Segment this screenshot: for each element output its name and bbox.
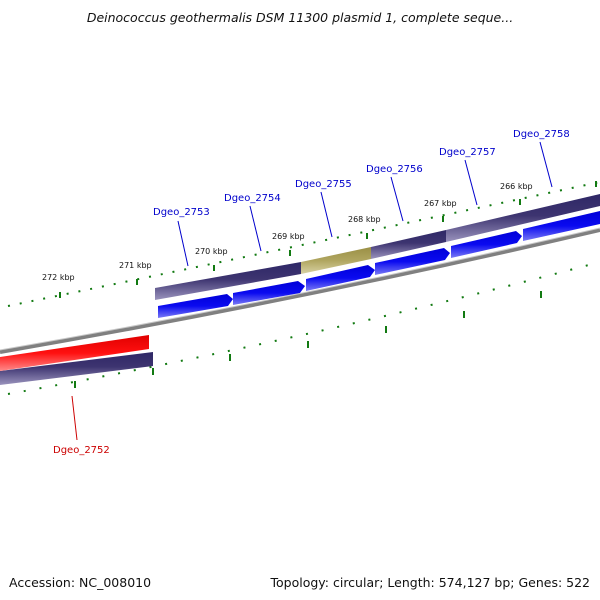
cds-arrow-2754[interactable]	[233, 281, 305, 305]
reverse-gene-track	[0, 335, 153, 385]
leader-line-2758	[539, 141, 553, 188]
ruler-label-271: 271 kbp	[119, 261, 152, 270]
ruler-labels: 272 kbp 271 kbp 270 kbp 269 kbp 268 kbp …	[42, 182, 533, 282]
forward-gene-track	[155, 194, 600, 300]
gene-labels: Dgeo_2752 Dgeo_2753 Dgeo_2754 Dgeo_2755 …	[53, 129, 570, 456]
gene-label-2755[interactable]: Dgeo_2755	[295, 179, 352, 190]
inner-tick-ring	[7, 261, 600, 395]
map-title: Deinococcus geothermalis DSM 11300 plasm…	[86, 10, 514, 25]
genome-backbone-highlight	[0, 227, 600, 351]
cds-arrow-2752[interactable]	[0, 335, 149, 371]
gene-label-2753[interactable]: Dgeo_2753	[153, 207, 210, 218]
leader-line-2755	[320, 191, 333, 238]
cds-arrow-2755[interactable]	[306, 265, 375, 291]
leader-line-2754	[249, 205, 262, 252]
gene-track-segment-2752[interactable]	[0, 352, 153, 385]
outer-major-ticks	[59, 181, 597, 298]
leader-line-2753	[177, 220, 189, 267]
gene-track-segment-2757[interactable]	[446, 194, 600, 242]
genome-summary-text: Topology: circular; Length: 574,127 bp; …	[270, 575, 591, 590]
cds-arrow-2753[interactable]	[158, 294, 233, 318]
gene-track-segment-2755[interactable]	[301, 247, 371, 274]
leader-line-2757	[464, 159, 478, 206]
inner-major-ticks	[74, 291, 542, 388]
gene-label-2756[interactable]: Dgeo_2756	[366, 164, 423, 175]
ruler-label-272: 272 kbp	[42, 273, 75, 282]
gene-track-segment-2756[interactable]	[371, 230, 446, 259]
gene-label-2754[interactable]: Dgeo_2754	[224, 193, 281, 204]
outer-tick-ring	[7, 181, 600, 307]
ruler-label-270: 270 kbp	[195, 247, 228, 256]
gene-label-2757[interactable]: Dgeo_2757	[439, 147, 496, 158]
gene-leader-lines	[71, 141, 553, 441]
ruler-label-268: 268 kbp	[348, 215, 381, 224]
gene-label-2758[interactable]: Dgeo_2758	[513, 129, 570, 140]
ruler-label-269: 269 kbp	[272, 232, 305, 241]
accession-text: Accession: NC_008010	[9, 575, 152, 590]
genome-backbone	[0, 228, 600, 354]
cds-arrow-2758[interactable]	[523, 211, 600, 241]
gene-label-2752[interactable]: Dgeo_2752	[53, 445, 110, 456]
leader-line-2756	[390, 176, 404, 222]
cds-arrow-2757[interactable]	[451, 231, 522, 258]
cds-arrow-2756[interactable]	[375, 248, 450, 275]
leader-line-2752	[71, 395, 78, 441]
forward-cds-arrows	[158, 211, 600, 318]
gene-track-segment-2753[interactable]	[155, 262, 301, 300]
ruler-label-267: 267 kbp	[424, 199, 457, 208]
ruler-label-266: 266 kbp	[500, 182, 533, 191]
